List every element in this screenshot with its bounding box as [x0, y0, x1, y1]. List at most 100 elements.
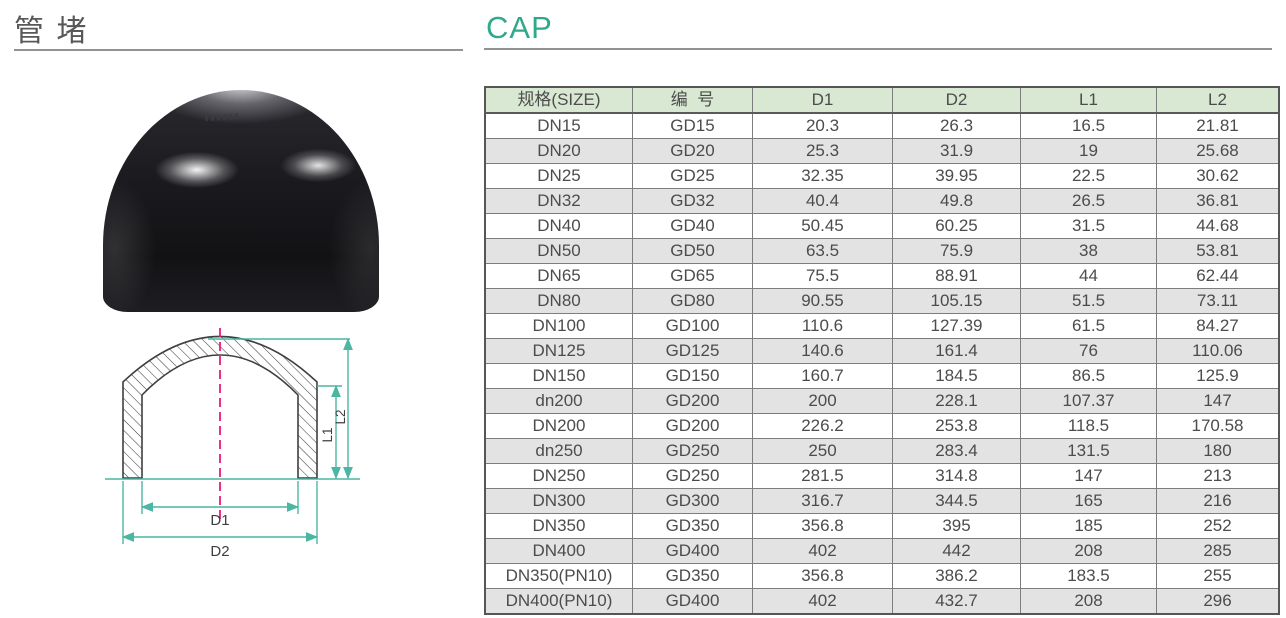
table-cell: 161.4 — [892, 338, 1021, 364]
table-row: DN200 GD200 226.2 253.8 118.5 170.58 — [484, 413, 1280, 439]
column-header: D2 — [892, 86, 1021, 114]
table-cell: 131.5 — [1020, 438, 1157, 464]
table-row: DN400 GD400 402 442 208 285 — [484, 538, 1280, 564]
table-cell: 386.2 — [892, 563, 1021, 589]
table-cell: 20.3 — [752, 112, 893, 139]
table-cell: GD80 — [632, 288, 753, 314]
table-cell: DN32 — [484, 188, 633, 214]
table-cell: GD400 — [632, 538, 753, 564]
page-title-english: CAP — [486, 10, 553, 45]
table-cell: 226.2 — [752, 413, 893, 439]
product-photo-pipe-cap — [103, 90, 379, 312]
table-cell: 26.5 — [1020, 188, 1157, 214]
table-row: DN40 GD40 50.45 60.25 31.5 44.68 — [484, 213, 1280, 239]
table-cell: 208 — [1020, 588, 1157, 615]
table-cell: 88.91 — [892, 263, 1021, 289]
table-cell: 44 — [1020, 263, 1157, 289]
table-row: DN100 GD100 110.6 127.39 61.5 84.27 — [484, 313, 1280, 339]
table-cell: GD32 — [632, 188, 753, 214]
table-cell: 53.81 — [1156, 238, 1280, 264]
table-cell: 281.5 — [752, 463, 893, 489]
table-cell: 90.55 — [752, 288, 893, 314]
table-cell: GD15 — [632, 112, 753, 139]
table-cell: DN300 — [484, 488, 633, 514]
table-cell: 31.9 — [892, 138, 1021, 164]
table-cell: 165 — [1020, 488, 1157, 514]
cap-section-hatched — [122, 335, 318, 479]
table-row: DN350(PN10) GD350 356.8 386.2 183.5 255 — [484, 563, 1280, 589]
column-header: L2 — [1156, 86, 1280, 114]
table-cell: DN250 — [484, 463, 633, 489]
table-cell: 356.8 — [752, 563, 893, 589]
table-cell: DN80 — [484, 288, 633, 314]
table-cell: 30.62 — [1156, 163, 1280, 189]
table-cell: 60.25 — [892, 213, 1021, 239]
table-row: DN80 GD80 90.55 105.15 51.5 73.11 — [484, 288, 1280, 314]
table-cell: 184.5 — [892, 363, 1021, 389]
table-cell: 200 — [752, 388, 893, 414]
table-cell: 180 — [1156, 438, 1280, 464]
table-cell: 250 — [752, 438, 893, 464]
table-cell: GD125 — [632, 338, 753, 364]
table-cell: 75.5 — [752, 263, 893, 289]
table-cell: GD50 — [632, 238, 753, 264]
dimension-diagram: D1 D2 L1 L2 — [105, 328, 360, 560]
title-underline-right — [484, 48, 1272, 50]
table-row: DN300 GD300 316.7 344.5 165 216 — [484, 488, 1280, 514]
column-header: D1 — [752, 86, 893, 114]
table-cell: 432.7 — [892, 588, 1021, 615]
table-cell: GD300 — [632, 488, 753, 514]
l2-label: L2 — [333, 409, 348, 424]
table-cell: DN400(PN10) — [484, 588, 633, 615]
table-cell: 105.15 — [892, 288, 1021, 314]
d2-label: D2 — [210, 543, 229, 560]
table-cell: DN65 — [484, 263, 633, 289]
table-row: dn250 GD250 250 283.4 131.5 180 — [484, 438, 1280, 464]
table-cell: GD200 — [632, 413, 753, 439]
title-underline-left — [14, 49, 463, 51]
table-cell: GD25 — [632, 163, 753, 189]
table-cell: 255 — [1156, 563, 1280, 589]
table-cell: 147 — [1020, 463, 1157, 489]
column-header: L1 — [1020, 86, 1157, 114]
table-cell: 285 — [1156, 538, 1280, 564]
table-cell: 252 — [1156, 513, 1280, 539]
table-cell: 344.5 — [892, 488, 1021, 514]
table-cell: DN100 — [484, 313, 633, 339]
table-cell: DN15 — [484, 112, 633, 139]
table-cell: 49.8 — [892, 188, 1021, 214]
table-cell: 140.6 — [752, 338, 893, 364]
table-cell: 118.5 — [1020, 413, 1157, 439]
table-cell: 76 — [1020, 338, 1157, 364]
column-header: 规格(SIZE) — [484, 86, 633, 114]
table-cell: DN350 — [484, 513, 633, 539]
table-cell: GD100 — [632, 313, 753, 339]
table-cell: 73.11 — [1156, 288, 1280, 314]
table-cell: 107.37 — [1020, 388, 1157, 414]
table-row: DN50 GD50 63.5 75.9 38 53.81 — [484, 238, 1280, 264]
table-cell: 283.4 — [892, 438, 1021, 464]
table-cell: DN200 — [484, 413, 633, 439]
table-cell: 402 — [752, 588, 893, 615]
table-cell: 314.8 — [892, 463, 1021, 489]
table-cell: 442 — [892, 538, 1021, 564]
table-cell: GD400 — [632, 588, 753, 615]
table-cell: GD200 — [632, 388, 753, 414]
table-header-row: 规格(SIZE) 编 号 D1 D2 L1 L2 — [484, 86, 1280, 114]
table-cell: 19 — [1020, 138, 1157, 164]
table-cell: 402 — [752, 538, 893, 564]
table-cell: 26.3 — [892, 112, 1021, 139]
table-cell: 127.39 — [892, 313, 1021, 339]
table-cell: GD65 — [632, 263, 753, 289]
table-row: DN20 GD20 25.3 31.9 19 25.68 — [484, 138, 1280, 164]
table-cell: 296 — [1156, 588, 1280, 615]
table-cell: 25.3 — [752, 138, 893, 164]
table-row: DN150 GD150 160.7 184.5 86.5 125.9 — [484, 363, 1280, 389]
column-header: 编 号 — [632, 86, 753, 114]
table-cell: 316.7 — [752, 488, 893, 514]
table-cell: 160.7 — [752, 363, 893, 389]
table-cell: GD350 — [632, 563, 753, 589]
table-cell: 253.8 — [892, 413, 1021, 439]
table-row: DN250 GD250 281.5 314.8 147 213 — [484, 463, 1280, 489]
table-cell: 170.58 — [1156, 413, 1280, 439]
